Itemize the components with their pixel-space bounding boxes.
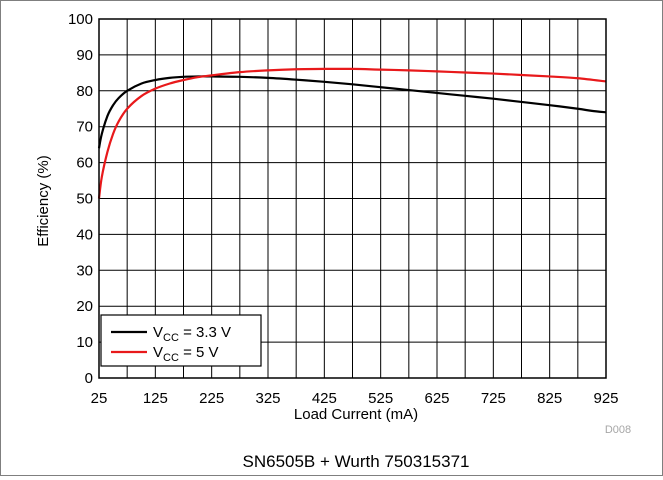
y-tick-label: 30 (76, 262, 93, 279)
legend-label-vcc-5v: VCC = 5 V (153, 344, 219, 364)
y-tick-label: 90 (76, 47, 93, 64)
x-tick-label: 225 (199, 390, 224, 407)
series-line-0 (97, 75, 607, 149)
x-axis-label: Load Current (mA) (294, 406, 418, 423)
y-tick-label: 70 (76, 119, 93, 136)
figure-id: D008 (605, 424, 631, 436)
caption: SN6505B + Wurth 750315371 (243, 452, 470, 471)
series-line-1 (97, 67, 607, 199)
x-tick-label: 725 (481, 390, 506, 407)
y-tick-labels: 0 10 20 30 40 50 60 70 80 90 100 (68, 11, 93, 387)
x-tick-label: 25 (91, 390, 108, 407)
grid (98, 18, 607, 379)
y-tick-label: 40 (76, 226, 93, 243)
y-tick-label: 60 (76, 155, 93, 172)
legend: VCC = 3.3 V VCC = 5 V (100, 314, 262, 367)
legend-box (100, 314, 262, 367)
x-tick-label: 925 (593, 390, 618, 407)
x-tick-label: 425 (312, 390, 337, 407)
plot-border (98, 18, 607, 379)
legend-label-vcc-3v3: VCC = 3.3 V (153, 324, 231, 344)
y-tick-label: 100 (68, 11, 93, 28)
x-tick-label: 125 (143, 390, 168, 407)
y-tick-label: 80 (76, 83, 93, 100)
y-tick-label: 50 (76, 191, 93, 208)
y-tick-label: 10 (76, 334, 93, 351)
x-tick-label: 525 (368, 390, 393, 407)
x-tick-label: 325 (255, 390, 280, 407)
x-tick-labels: 25 125 225 325 425 525 625 725 825 925 (91, 390, 619, 407)
y-tick-label: 0 (85, 370, 93, 387)
x-tick-label: 825 (537, 390, 562, 407)
x-tick-label: 625 (424, 390, 449, 407)
series-lines (97, 67, 607, 199)
y-tick-label: 20 (76, 298, 93, 315)
y-axis-label: Efficiency (%) (35, 155, 52, 246)
